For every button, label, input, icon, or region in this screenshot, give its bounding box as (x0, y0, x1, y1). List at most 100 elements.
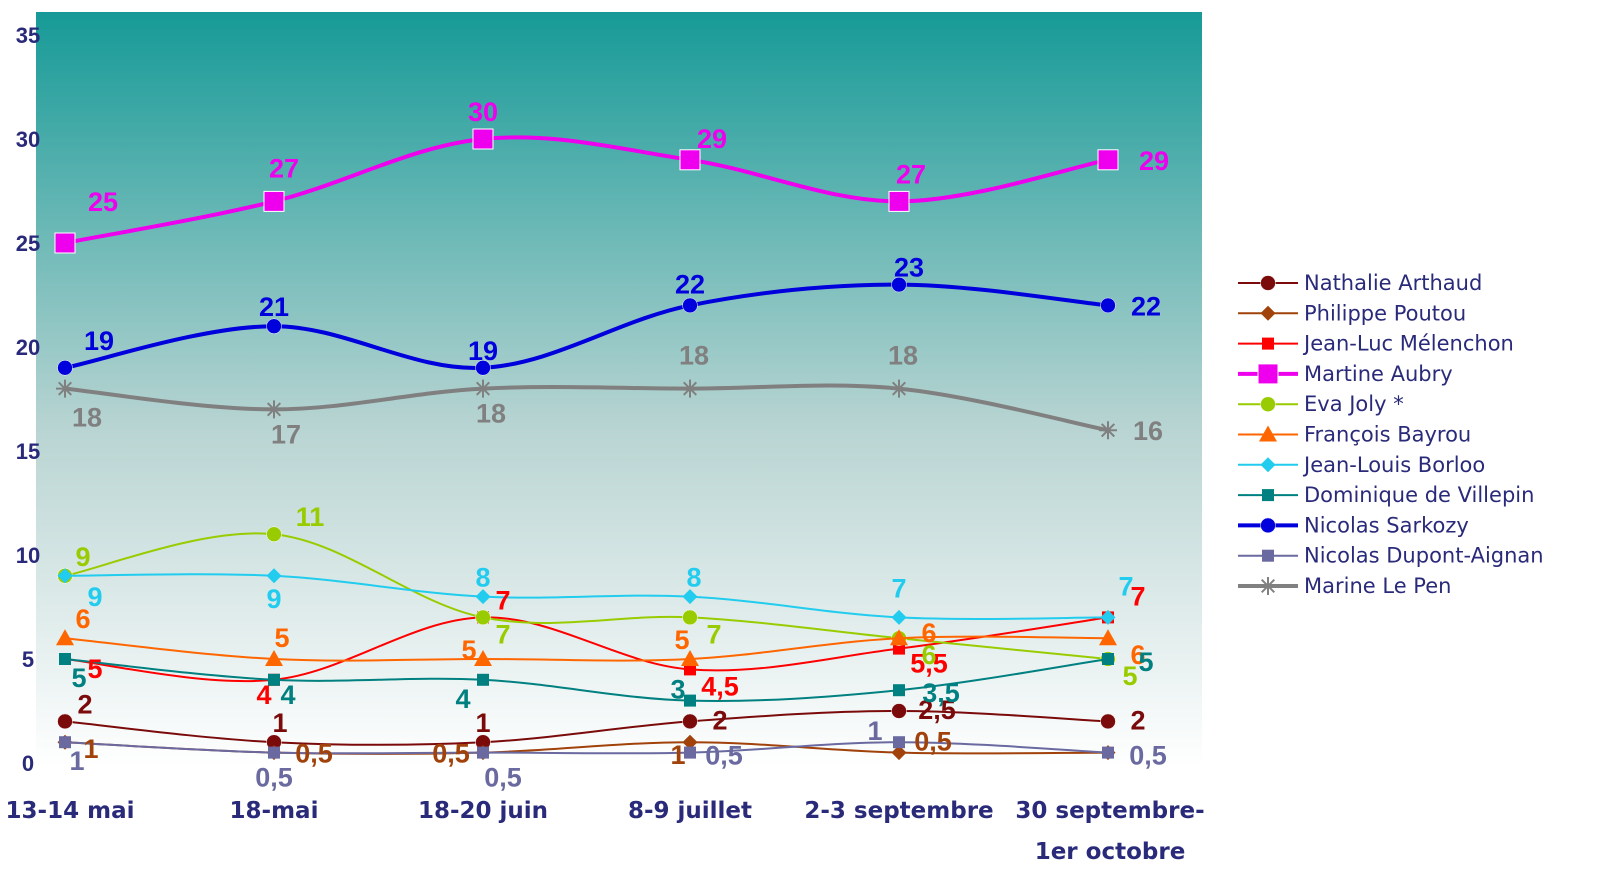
data-label: 9 (266, 584, 281, 614)
x-axis: 13-14 mai 18-mai 18-20 juin 8-9 juillet 2-3 … (6, 798, 1205, 865)
data-point (893, 736, 905, 749)
series-line (64, 383, 1109, 433)
data-point (57, 568, 73, 584)
legend-marker (1259, 577, 1277, 595)
data-label: 7 (495, 619, 510, 649)
data-label: 23 (894, 253, 924, 283)
data-point (891, 745, 907, 761)
data-point (681, 379, 699, 398)
data-point (477, 746, 489, 759)
y-tick-label: 35 (16, 23, 40, 48)
data-label: 1 (867, 716, 882, 746)
legend-label: Nicolas Sarkozy (1304, 513, 1469, 537)
data-label: 3 (670, 675, 685, 705)
data-point (1100, 713, 1116, 730)
data-point (893, 684, 905, 697)
legend-label: Nathalie Arthaud (1304, 271, 1482, 295)
legend-marker (1260, 457, 1276, 473)
data-point (1099, 629, 1117, 646)
data-label: 7 (495, 585, 510, 615)
x-tick-label: 2-3 septembre (804, 798, 993, 824)
data-label: 0,5 (914, 727, 952, 757)
legend-item: Nathalie Arthaud (1238, 271, 1482, 295)
data-label: 2,5 (918, 695, 956, 725)
data-point (682, 297, 698, 314)
data-label: 7 (706, 619, 721, 649)
data-label: 0,5 (295, 739, 333, 769)
series-line (64, 616, 1109, 683)
data-label: 0,5 (255, 763, 293, 793)
legend: Nathalie Arthaud Philippe Poutou Jean-Luc … (1238, 271, 1544, 598)
data-label: 16 (1133, 416, 1163, 446)
y-axis: 0 5 10 15 20 25 30 35 (16, 23, 40, 776)
data-point (472, 128, 494, 150)
data-point (1099, 421, 1117, 440)
data-point (57, 713, 73, 730)
data-label: 4 (256, 680, 271, 710)
data-point (890, 379, 908, 398)
legend-label: Jean-Louis Borloo (1302, 453, 1485, 477)
legend-item: François Bayrou (1238, 423, 1471, 447)
data-point (56, 629, 74, 646)
data-point (475, 360, 491, 376)
y-tick-label: 0 (22, 751, 34, 776)
legend-item: Philippe Poutou (1238, 301, 1466, 325)
series-nicolas-sarkozy (57, 276, 1116, 376)
data-point (891, 703, 907, 719)
data-point (265, 650, 283, 666)
data-point (888, 190, 910, 212)
series-line (64, 741, 1109, 755)
data-label: 1 (272, 708, 287, 738)
data-label: 18 (679, 341, 709, 371)
legend-marker (1262, 489, 1274, 502)
x-tick-label: 18-mai (230, 798, 319, 824)
data-label: 19 (84, 326, 114, 356)
legend-label: Martine Aubry (1304, 362, 1453, 386)
series-nathalie-arthaud (57, 703, 1116, 750)
data-point (268, 673, 280, 686)
data-point (59, 736, 71, 749)
x-tick-label: 18-20 juin (418, 798, 548, 824)
y-tick-label: 25 (16, 231, 40, 256)
data-label: 2 (77, 689, 92, 719)
data-label: 22 (675, 269, 705, 299)
data-point (56, 379, 74, 398)
y-tick-label: 30 (16, 127, 40, 152)
data-point (263, 190, 285, 212)
data-point (474, 379, 492, 398)
data-label: 1 (69, 746, 84, 776)
series-line (64, 573, 1109, 620)
legend-label: Marine Le Pen (1304, 574, 1451, 598)
data-label: 9 (87, 582, 102, 612)
data-point (893, 642, 905, 655)
data-label: 18 (888, 341, 918, 371)
data-point (682, 589, 698, 605)
data-label: 6 (921, 618, 936, 648)
y-tick-label: 15 (16, 439, 40, 464)
data-label: 18 (72, 403, 102, 433)
legend-label: Dominique de Villepin (1304, 483, 1534, 507)
legend-label: Jean-Luc Mélenchon (1302, 332, 1514, 356)
series-martine-aubry (54, 128, 1119, 254)
data-label: 21 (259, 292, 289, 322)
legend-marker (1260, 396, 1276, 412)
data-label: 27 (269, 153, 299, 183)
data-label: 17 (271, 419, 301, 449)
data-label: 5 (461, 635, 476, 665)
series-jean-louis-borloo (57, 568, 1116, 625)
legend-item: Eva Joly * (1238, 392, 1404, 416)
series-line (64, 135, 1109, 245)
data-point (57, 360, 73, 376)
data-point (59, 653, 71, 665)
data-label: 6 (75, 604, 90, 634)
legend-label: François Bayrou (1304, 423, 1471, 447)
series-marine-le-pen (56, 379, 1117, 440)
y-tick-label: 10 (16, 543, 40, 568)
data-label: 7 (891, 573, 906, 603)
data-label: 6 (921, 640, 936, 670)
data-point (679, 149, 701, 171)
data-point (54, 232, 76, 254)
data-label: 4 (280, 680, 295, 710)
legend-marker (1260, 517, 1276, 534)
